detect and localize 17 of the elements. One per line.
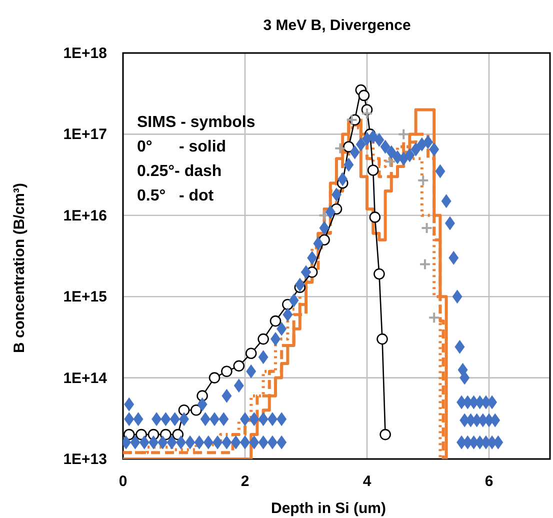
annotation: 0.25°- dash: [137, 163, 222, 180]
y-tick-label: 1E+16: [63, 207, 107, 224]
x-tick-label: 0: [118, 473, 128, 490]
chart-title: 3 MeV B, Divergence: [263, 17, 411, 34]
y-tick-label: 1E+15: [63, 288, 107, 306]
y-tick-label: 1E+14: [63, 370, 108, 387]
y-tick-label: 1E+17: [63, 126, 107, 144]
annotation: 0° - solid: [137, 138, 226, 156]
annotation: SIMS - symbols: [137, 114, 256, 131]
annotation: 0.5° - dot: [137, 188, 214, 204]
y-tick-label: 1E+18: [63, 45, 107, 62]
x-tick-label: 4: [362, 473, 372, 490]
x-tick-label: 6: [484, 473, 494, 490]
x-tick-label: 2: [240, 473, 250, 490]
y-axis-title: B concentration (B/cm³): [11, 182, 28, 354]
x-axis-title: Depth in Si (um): [271, 500, 386, 517]
y-tick-label: 1E+13: [63, 451, 107, 468]
